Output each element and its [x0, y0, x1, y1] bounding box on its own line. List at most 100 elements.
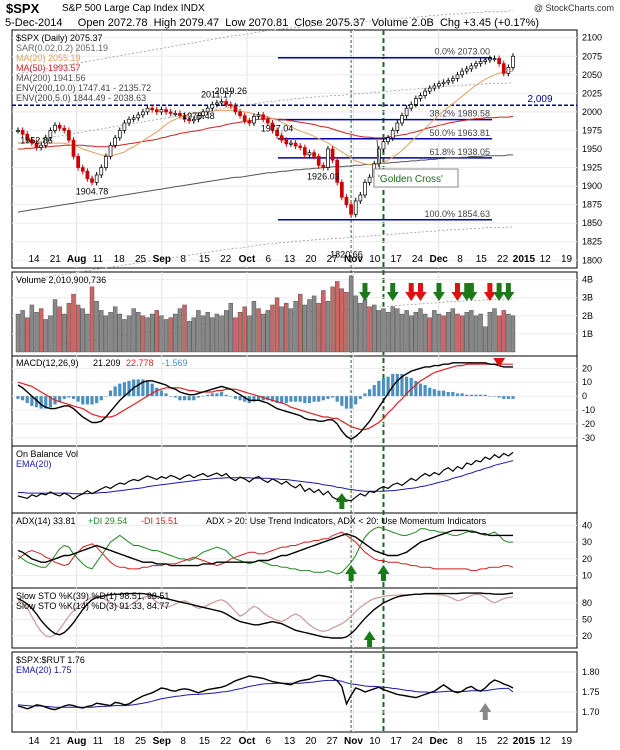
fib-level-label: 61.8% 1938.05: [429, 147, 490, 157]
volume-bar: [260, 313, 266, 353]
volume-bar: [422, 313, 428, 353]
macd-histogram-bar: [90, 396, 94, 405]
volume-arrow: [483, 283, 496, 301]
macd-histogram-bar: [34, 396, 39, 408]
macd-histogram-bar: [437, 390, 441, 397]
price-bar-body: [441, 81, 446, 85]
x-axis-label-top: 14: [28, 254, 40, 265]
volume-bar: [99, 310, 104, 353]
volume-bar: [358, 302, 363, 353]
y-tick-label-price: 2100: [582, 33, 602, 43]
price-point-label: 2011.17: [201, 90, 233, 100]
volume-bar: [38, 308, 44, 353]
price-bar-body: [43, 137, 48, 146]
volume-bar: [390, 306, 395, 353]
price-bar-body: [25, 133, 30, 141]
volume-bar: [362, 299, 368, 353]
price-bar-body: [455, 74, 460, 79]
price-bar-body: [71, 139, 76, 157]
macd-histogram-bar: [261, 396, 265, 401]
price-bar-body: [312, 152, 316, 157]
macd-histogram-bar: [159, 390, 164, 397]
adx-arrow: [345, 565, 358, 581]
macd-histogram-bar: [104, 396, 108, 397]
x-axis-label-top: 19: [561, 254, 573, 265]
price-bar-body: [400, 115, 404, 124]
volume-bar: [487, 311, 493, 353]
x-axis-label-bottom: 15: [199, 736, 211, 747]
volume-bar: [307, 299, 312, 353]
price-bar-body: [191, 118, 196, 122]
x-axis-label-top: Aug: [67, 254, 86, 265]
macd-histogram-bar: [224, 394, 228, 397]
legend-entry-volume: Volume 2,010,900,736: [16, 275, 106, 285]
golden-cross-label: 'Golden Cross': [378, 174, 443, 185]
volume-bar: [265, 310, 271, 353]
y-tick-label-price: 1850: [582, 218, 602, 228]
volume-bar: [432, 310, 437, 353]
volume-bar: [293, 301, 298, 353]
macd-histogram-bar: [298, 396, 302, 402]
macd-histogram-bar: [474, 394, 478, 397]
price-bar-body: [219, 101, 224, 104]
adx-arrow: [377, 565, 390, 581]
macd-histogram-bar: [330, 396, 335, 398]
y-tick-label-price: 1900: [582, 181, 602, 191]
price-bar-body: [307, 152, 312, 156]
price-bar-body: [131, 117, 136, 120]
volume-bar: [251, 301, 257, 353]
price-bar-body: [122, 122, 127, 131]
macd-histogram-bar: [39, 396, 43, 409]
volume-arrow: [432, 283, 445, 301]
volume-bar: [237, 311, 243, 353]
open-label: Open: [77, 17, 105, 29]
macd-histogram-bar: [479, 394, 483, 397]
macd-histogram-bar: [108, 390, 113, 397]
macd-histogram-bar: [442, 390, 446, 397]
price-bar-body: [302, 147, 307, 156]
volume-bar: [140, 315, 146, 353]
x-axis-label-top: 8: [457, 254, 463, 265]
price-bar-body: [20, 130, 25, 135]
volume-bar: [274, 297, 280, 353]
macd-histogram-bar: [335, 396, 339, 402]
x-axis-label-top: 15: [476, 254, 488, 265]
close-label: Close: [294, 17, 323, 29]
volume-bar: [367, 306, 372, 353]
price-bar-body: [182, 115, 187, 120]
golden-cross-pointer: [376, 139, 381, 172]
macd-histogram-bar: [118, 383, 122, 397]
macd-histogram-bar: [219, 391, 224, 397]
price-bar-body: [228, 104, 233, 107]
y-tick-label-adx: 20: [582, 554, 592, 564]
volume-bar: [492, 308, 497, 353]
price-bar-body: [201, 111, 205, 116]
y-tick-label-stochastic: 20: [582, 631, 592, 641]
price-bar-body: [298, 145, 303, 148]
macd-histogram-bar: [210, 393, 214, 397]
volume-bar: [62, 313, 67, 353]
y-tick-label-price: 1825: [582, 237, 602, 247]
macd-histogram-bar: [381, 378, 386, 397]
macd-histogram-bar: [354, 396, 358, 405]
price-bar-body: [127, 118, 131, 124]
volume-bar: [325, 301, 331, 353]
price-bar-body: [164, 109, 168, 113]
macd-histogram-bar: [155, 387, 159, 397]
volume-bar: [399, 313, 405, 353]
y-tick-label-macd: 10: [582, 377, 592, 387]
legend-entry-macd: 22.778: [126, 358, 154, 368]
macd-histogram-bar: [275, 396, 279, 404]
volume-bar: [34, 311, 39, 353]
macd-histogram-bar: [418, 383, 423, 397]
price-bar-body: [478, 61, 483, 65]
y-tick-label-volume: 1B: [582, 329, 593, 339]
price-bar-body: [469, 65, 474, 70]
x-axis-label-bottom: 13: [284, 736, 296, 747]
volume-bar: [136, 311, 141, 353]
obv-arrow: [335, 493, 348, 509]
macd-histogram-bar: [169, 396, 173, 397]
price-bar-body: [293, 142, 298, 147]
volume-bar: [297, 293, 303, 353]
x-axis-label-top: 24: [412, 254, 424, 265]
